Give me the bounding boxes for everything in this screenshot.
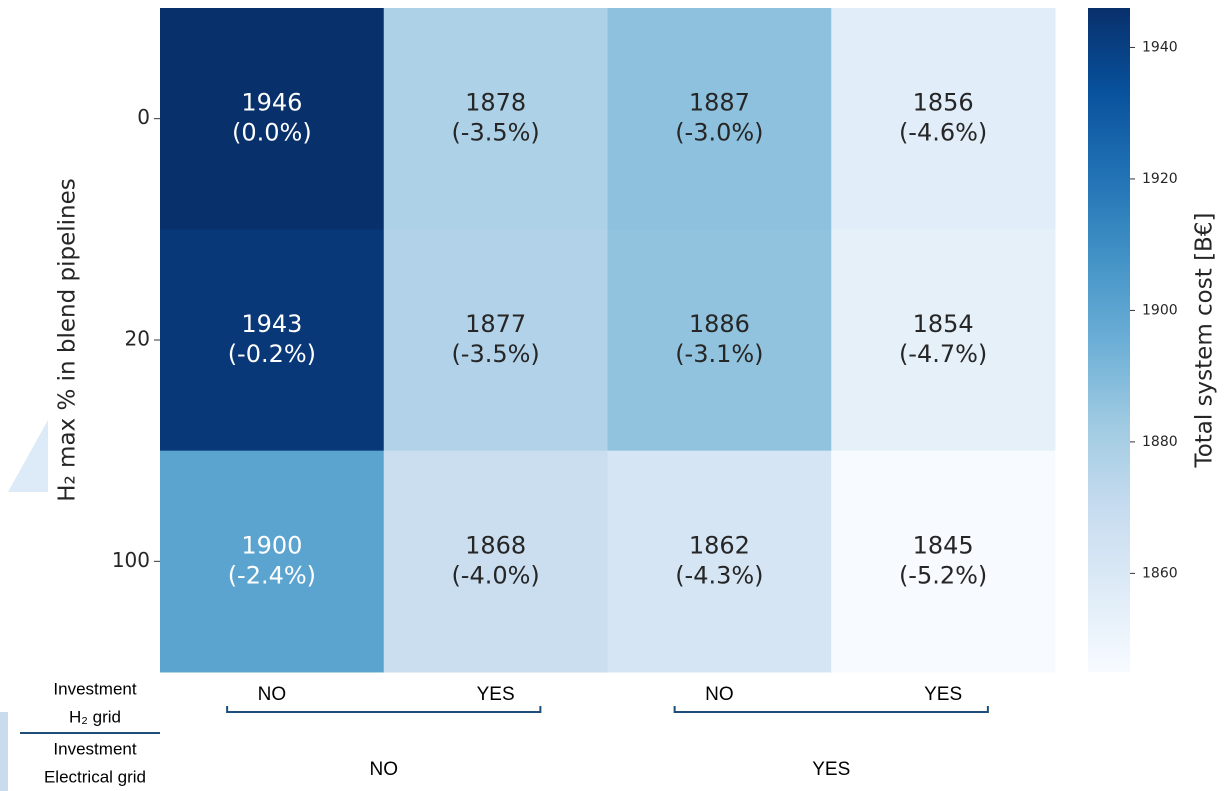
cell (831, 8, 1056, 230)
x-tick-label: YES (477, 684, 515, 705)
group-bracket (226, 706, 542, 713)
cell (160, 8, 385, 230)
cell-value: 1878 (465, 89, 526, 117)
cell-change: (-3.5%) (451, 340, 539, 368)
cell (607, 8, 832, 230)
colorbar-tick-label: 1880 (1142, 434, 1178, 450)
y-tick-label: 20 (125, 327, 150, 351)
decoration (8, 420, 48, 492)
cell-change: (-3.5%) (451, 119, 539, 147)
cell-value: 1943 (241, 310, 302, 338)
decoration (0, 712, 8, 791)
y-tick-label: 0 (137, 105, 150, 129)
cell-change: (-3.0%) (675, 119, 763, 147)
cell (383, 450, 608, 673)
y-axis-label: H₂ max % in blend pipelines (55, 178, 81, 502)
colorbar-tick-label: 1860 (1142, 565, 1178, 581)
cell (831, 450, 1056, 673)
cell-change: (0.0%) (232, 119, 312, 147)
cell-value: 1886 (689, 310, 750, 338)
cell (831, 229, 1056, 452)
cell-value: 1856 (913, 89, 974, 117)
cell-value: 1877 (465, 310, 526, 338)
cell-change: (-4.6%) (899, 119, 987, 147)
cell-change: (-0.2%) (228, 340, 316, 368)
cell (160, 450, 385, 673)
cell-change: (-4.7%) (899, 340, 987, 368)
x-label: H₂ grid (69, 707, 121, 726)
cell-value: 1845 (913, 531, 974, 559)
cell-change: (-3.1%) (675, 340, 763, 368)
colorbar-tick-label: 1940 (1142, 39, 1178, 55)
cell-value: 1862 (689, 531, 750, 559)
y-tick-label: 100 (112, 548, 150, 572)
group-label: Electrical grid (44, 767, 146, 786)
group-bracket (673, 706, 989, 713)
cell (383, 229, 608, 452)
cell (383, 8, 608, 230)
cell (607, 450, 832, 673)
x-label: Investment (53, 679, 136, 698)
cell-value: 1900 (241, 531, 302, 559)
cell-value: 1868 (465, 531, 526, 559)
cell-value: 1854 (913, 310, 974, 338)
group-label: Investment (53, 739, 136, 758)
cell-value: 1946 (241, 89, 302, 117)
cell-change: (-4.3%) (675, 561, 763, 589)
colorbar-label: Total system cost [B€] (1192, 213, 1218, 469)
cell (607, 229, 832, 452)
cell-value: 1887 (689, 89, 750, 117)
cell (160, 229, 385, 452)
group-name: NO (370, 759, 399, 780)
x-tick-label: NO (705, 684, 734, 705)
colorbar-tick-label: 1900 (1142, 302, 1178, 318)
cell-change: (-5.2%) (899, 561, 987, 589)
colorbar-tick-label: 1920 (1142, 171, 1178, 187)
x-tick-label: YES (924, 684, 962, 705)
colorbar (1088, 8, 1130, 672)
x-tick-label: NO (258, 684, 287, 705)
group-name: YES (812, 759, 850, 780)
cell-change: (-2.4%) (228, 561, 316, 589)
cell-change: (-4.0%) (451, 561, 539, 589)
